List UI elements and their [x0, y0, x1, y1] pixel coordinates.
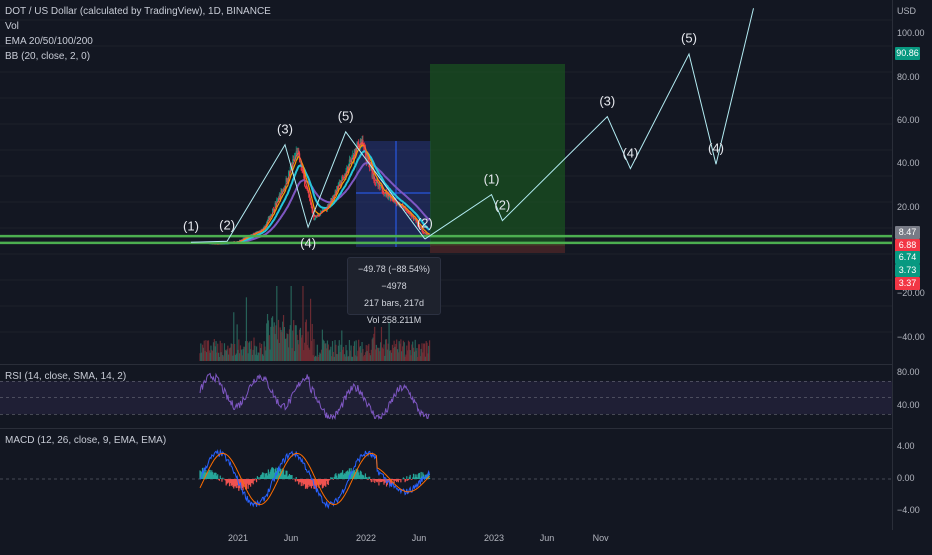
macd-hist-bar [429, 478, 430, 479]
macd-hist-bar [405, 479, 406, 481]
candle-body [384, 195, 385, 196]
macd-tick: 0.00 [897, 473, 927, 483]
time-tick: 2022 [356, 533, 376, 543]
stop-box [430, 244, 565, 253]
target-box [430, 64, 565, 246]
price-tag: 3.37 [895, 277, 920, 290]
price-tick: 80.00 [897, 72, 927, 82]
macd-hist-bar [329, 479, 330, 480]
wave-label: (1) [484, 171, 500, 186]
bb-legend[interactable]: BB (20, close, 2, 0) [5, 51, 90, 62]
macd-hist-bar [410, 475, 411, 479]
macd-hist-bar [295, 479, 296, 482]
measure-tooltip: −49.78 (−88.54%) −4978 217 bars, 217d Vo… [347, 257, 441, 315]
macd-hist-bar [404, 478, 405, 479]
wave-label: (2) [219, 218, 235, 233]
symbol-title[interactable]: DOT / US Dollar (calculated by TradingVi… [5, 6, 271, 17]
macd-hist-bar [400, 479, 401, 482]
macd-hist-bar [254, 479, 255, 480]
price-tag: 3.73 [895, 264, 920, 277]
macd-hist-bar [406, 476, 407, 479]
price-tick: −40.00 [897, 332, 927, 342]
macd-hist-bar [371, 479, 372, 482]
macd-hist-bar [258, 479, 259, 480]
ema-legend[interactable]: EMA 20/50/100/200 [5, 36, 93, 47]
macd-hist-bar [296, 477, 297, 479]
volume-bar [429, 340, 430, 361]
wave-label: (3) [599, 93, 615, 108]
price-tag: 90.86 [895, 47, 920, 60]
time-tick: Nov [593, 533, 609, 543]
macd-hist-bar [222, 478, 223, 479]
time-tick: 2021 [228, 533, 248, 543]
macd-hist-bar [292, 479, 293, 480]
rsi-tick: 80.00 [897, 367, 927, 377]
candle-body [305, 186, 306, 188]
volume-legend[interactable]: Vol [5, 21, 19, 32]
macd-hist-bar [221, 479, 222, 482]
candle-body [357, 143, 358, 145]
wave-label: (4) [622, 145, 638, 160]
macd-hist-bar [369, 477, 370, 479]
price-tick: 20.00 [897, 202, 927, 212]
candle-body [314, 219, 315, 220]
pane-separator-rsi[interactable] [0, 364, 892, 365]
price-tick: 60.00 [897, 115, 927, 125]
macd-hist-bar [217, 474, 218, 479]
time-tick: Jun [412, 533, 427, 543]
macd-hist-bar [367, 479, 368, 480]
wave-label: (5) [338, 108, 354, 123]
macd-hist-bar [411, 479, 412, 480]
macd-hist-bar [332, 478, 333, 479]
macd-hist-bar [367, 477, 368, 479]
wave-label: (5) [681, 31, 697, 46]
wave-label: (2) [417, 216, 433, 231]
price-axis[interactable] [892, 0, 893, 530]
wave-label: (1) [183, 219, 199, 234]
wave-label: (4) [708, 141, 724, 156]
measure-bars: 217 bars, 217d [348, 295, 440, 312]
currency-label: USD [897, 6, 927, 16]
macd-tick: 4.00 [897, 441, 927, 451]
measure-volume: Vol 258.211M [348, 312, 440, 329]
price-tag: 6.74 [895, 251, 920, 264]
rsi-tick: 40.00 [897, 400, 927, 410]
price-tag: 6.88 [895, 239, 920, 252]
time-tick: 2023 [484, 533, 504, 543]
price-tick: 100.00 [897, 28, 927, 38]
wave-label: (3) [277, 121, 293, 136]
macd-hist-bar [221, 478, 222, 479]
measure-change: −49.78 (−88.54%) −4978 [348, 261, 440, 295]
macd-tick: −4.00 [897, 505, 927, 515]
price-tag: 8.47 [895, 226, 920, 239]
price-tick: 40.00 [897, 158, 927, 168]
time-tick: Jun [284, 533, 299, 543]
macd-hist-bar [408, 479, 409, 480]
time-tick: Jun [540, 533, 555, 543]
candle-body [383, 193, 384, 195]
wave-label: (4) [300, 236, 316, 251]
macd-hist-bar [256, 479, 257, 482]
macd-hist-bar [255, 478, 256, 479]
macd-legend[interactable]: MACD (12, 26, close, 9, EMA, EMA) [5, 435, 166, 446]
macd-hist-bar [219, 479, 220, 481]
candle-body [388, 197, 389, 199]
candle-body [374, 181, 375, 183]
macd-hist-bar [291, 475, 292, 479]
pane-separator-macd[interactable] [0, 428, 892, 429]
macd-hist-bar [333, 479, 334, 480]
macd-hist-bar [258, 477, 259, 479]
candle-body [358, 144, 359, 145]
rsi-legend[interactable]: RSI (14, close, SMA, 14, 2) [5, 371, 126, 382]
volume-bar [302, 286, 303, 361]
wave-label: (2) [494, 197, 510, 212]
